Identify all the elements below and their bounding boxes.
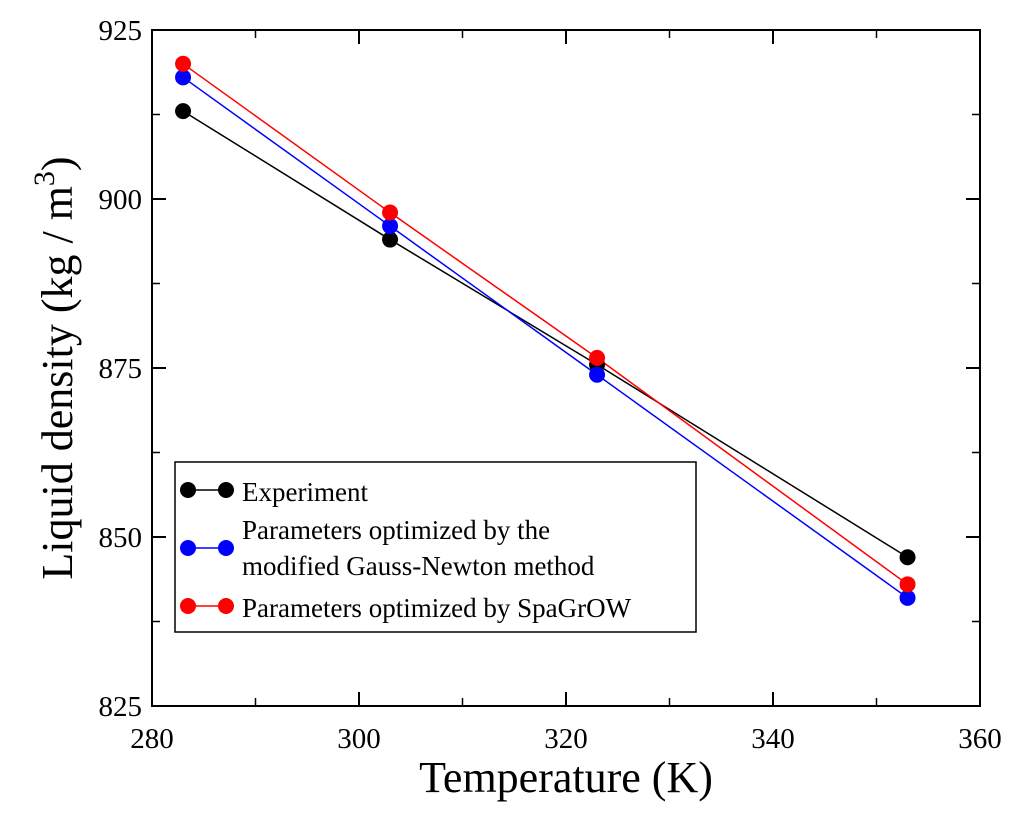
legend-marker-1	[218, 540, 234, 556]
series-2-point	[175, 55, 192, 72]
y-tick-label: 925	[99, 15, 143, 47]
y-axis-title-main: Liquid density (kg / m	[33, 186, 82, 580]
y-tick-label: 900	[99, 184, 143, 216]
x-tick-label: 320	[544, 723, 588, 755]
legend-marker-2	[218, 598, 234, 614]
series-2-point	[382, 204, 399, 221]
y-tick-label: 850	[99, 522, 143, 554]
legend-label-1: modified Gauss-Newton method	[242, 551, 595, 581]
legend-label-0: Experiment	[242, 477, 368, 507]
legend-entries: Experiment Parameters optimized by the mod…	[180, 477, 632, 623]
legend-box	[174, 461, 697, 633]
x-tick-label: 360	[958, 723, 1002, 755]
series-0-point	[899, 549, 916, 566]
series-lines	[182, 63, 908, 599]
legend-marker-1	[180, 540, 196, 556]
series-2-point	[899, 576, 916, 593]
y-tick-label: 825	[99, 691, 143, 723]
legend: Experiment Parameters optimized by the mod…	[174, 461, 697, 633]
series-1-point	[175, 69, 192, 86]
series-2-point	[589, 349, 606, 366]
series-1-point	[899, 589, 916, 606]
legend-label-1: Parameters optimized by the	[242, 515, 550, 545]
x-tick-label: 340	[751, 723, 795, 755]
legend-marker-2	[180, 598, 196, 614]
x-tick-label: 280	[130, 723, 174, 755]
series-line-2	[182, 63, 908, 585]
y-axis-title-superscript: 3	[28, 171, 61, 186]
tick-labels: 280 300 320 340 360 825 850 875 900 925	[99, 15, 1002, 755]
x-axis-title: Temperature (K)	[419, 753, 713, 802]
series-0-point	[175, 103, 192, 120]
y-axis-title-close: )	[33, 156, 82, 171]
series-line-0	[182, 110, 908, 558]
series-1-point	[382, 218, 399, 235]
ticks	[151, 29, 981, 707]
legend-marker-0	[180, 482, 196, 498]
y-axis-title: Liquid density (kg / m3)	[28, 156, 82, 579]
series-0-point	[382, 231, 399, 248]
y-tick-label: 875	[99, 353, 143, 385]
x-tick-label: 300	[337, 723, 381, 755]
series-line-1	[182, 76, 908, 599]
legend-label-2: Parameters optimized by SpaGrOW	[242, 593, 632, 623]
legend-marker-0	[218, 482, 234, 498]
series-points	[175, 55, 916, 606]
series-1-point	[589, 366, 606, 383]
